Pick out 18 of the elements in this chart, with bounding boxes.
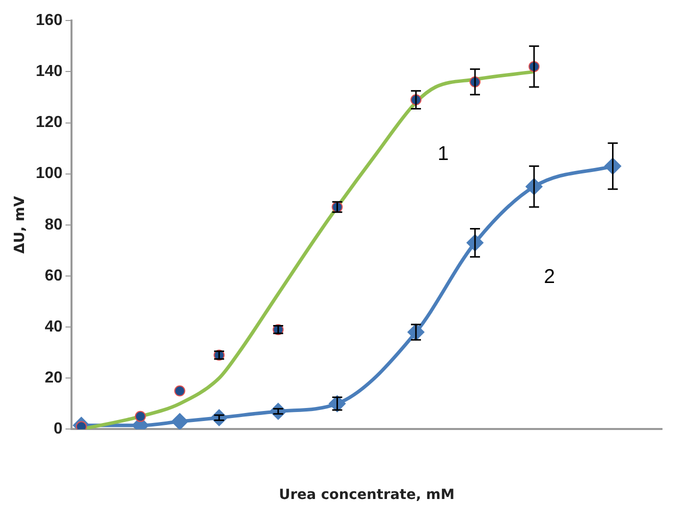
- x-axis-title: Urea concentrate, mM: [278, 487, 455, 504]
- point: [134, 410, 146, 422]
- point: [171, 413, 188, 430]
- annotation: 2: [544, 266, 556, 289]
- y-tick-label: 0: [54, 420, 63, 438]
- y-tick-label: 100: [36, 165, 63, 182]
- annotation: 1: [438, 143, 449, 166]
- y-tick-label: 60: [44, 267, 63, 284]
- y-tick-label: 140: [36, 63, 63, 80]
- y-tick-label: 20: [44, 370, 63, 387]
- y-tick-label: 120: [36, 114, 63, 132]
- y-tick-label: 80: [44, 216, 63, 234]
- point: [407, 324, 424, 341]
- y-tick-label: 40: [44, 318, 63, 336]
- y-axis-title: ΔU, mV: [12, 196, 28, 254]
- point: [174, 385, 186, 396]
- point: [328, 395, 346, 412]
- y-tick-label: 160: [36, 12, 63, 30]
